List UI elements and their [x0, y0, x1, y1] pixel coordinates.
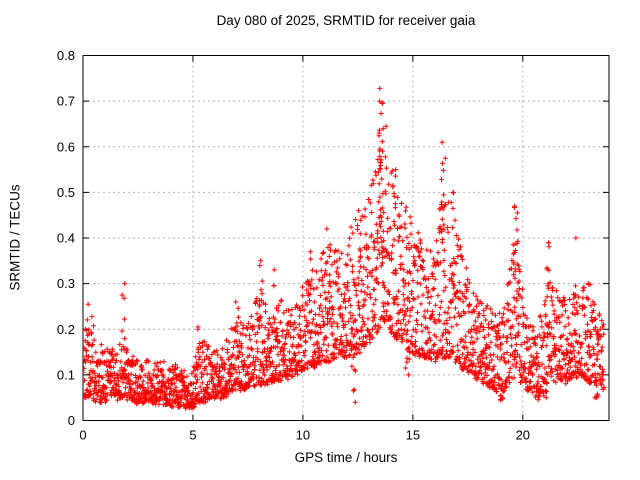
scatter-points — [83, 85, 607, 411]
plot-border — [82, 55, 610, 421]
x-tick-label: 15 — [406, 428, 420, 443]
y-tick-label: 0.8 — [57, 48, 75, 63]
y-tick-label: 0.6 — [57, 139, 75, 154]
chart-title: Day 080 of 2025, SRMTID for receiver gai… — [216, 13, 476, 28]
x-tick-label: 0 — [79, 428, 86, 443]
y-tick-label: 0.2 — [57, 322, 75, 337]
x-tick-label: 10 — [296, 428, 310, 443]
x-tick-label: 5 — [189, 428, 196, 443]
y-tick-label: 0.5 — [57, 185, 75, 200]
y-tick-label: 0 — [68, 413, 75, 428]
y-tick-label: 0.7 — [57, 94, 75, 109]
y-tick-label: 0.4 — [57, 231, 75, 246]
x-axis-label: GPS time / hours — [294, 450, 398, 465]
y-tick-label: 0.1 — [57, 367, 75, 382]
y-tick-label: 0.3 — [57, 276, 75, 291]
x-tick-label: 20 — [516, 428, 530, 443]
